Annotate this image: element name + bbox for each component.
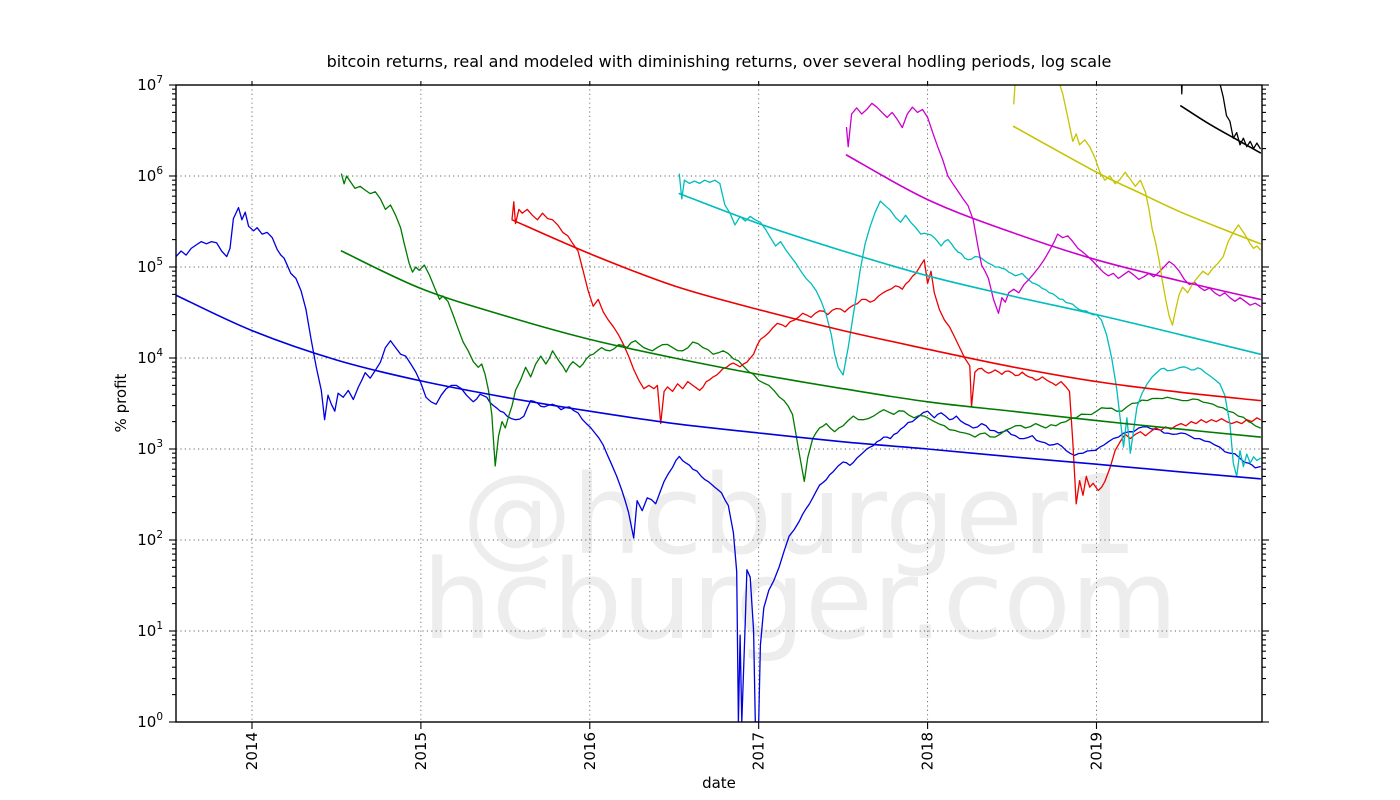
hodl-2015-model bbox=[511, 219, 1262, 402]
y-tick-label: 104 bbox=[137, 347, 163, 367]
x-tick-label: 2018 bbox=[919, 732, 937, 770]
y-tick-label: 106 bbox=[137, 165, 163, 185]
x-tick-label: 2017 bbox=[750, 732, 768, 770]
chart-title: bitcoin returns, real and modeled with d… bbox=[326, 52, 1112, 71]
watermark-line-2: hcburger.com bbox=[422, 536, 1178, 664]
hodl-2018-model bbox=[1012, 125, 1262, 245]
y-tick-label: 102 bbox=[137, 529, 163, 549]
y-tick-label: 101 bbox=[137, 620, 163, 640]
y-axis-label: % profit bbox=[112, 373, 130, 433]
hodl-2018-real bbox=[1013, 85, 1261, 326]
hodl-2013-real bbox=[176, 206, 1261, 722]
hodl-2016-model bbox=[678, 192, 1262, 355]
x-tick-label: 2016 bbox=[581, 732, 599, 770]
y-tick-label: 100 bbox=[137, 711, 163, 731]
hodl-2015-real bbox=[511, 201, 1261, 505]
y-tick-label: 105 bbox=[137, 256, 163, 276]
hodl-2014-model bbox=[340, 250, 1262, 438]
x-tick-label: 2015 bbox=[412, 732, 430, 770]
x-tick-label: 2019 bbox=[1087, 732, 1105, 770]
hodl-2016-real bbox=[678, 173, 1261, 478]
hodl-2019-model bbox=[1180, 105, 1262, 154]
hodl-2013-model bbox=[176, 294, 1262, 480]
x-axis-label: date bbox=[702, 774, 736, 792]
y-tick-label: 103 bbox=[137, 438, 163, 458]
hodl-2017-model bbox=[845, 154, 1262, 301]
hodl-2019-real bbox=[1180, 85, 1261, 150]
watermark-line-1: @hcburger1 bbox=[462, 451, 1138, 579]
y-tick-label: 107 bbox=[137, 74, 163, 94]
x-tick-label: 2014 bbox=[243, 732, 261, 770]
